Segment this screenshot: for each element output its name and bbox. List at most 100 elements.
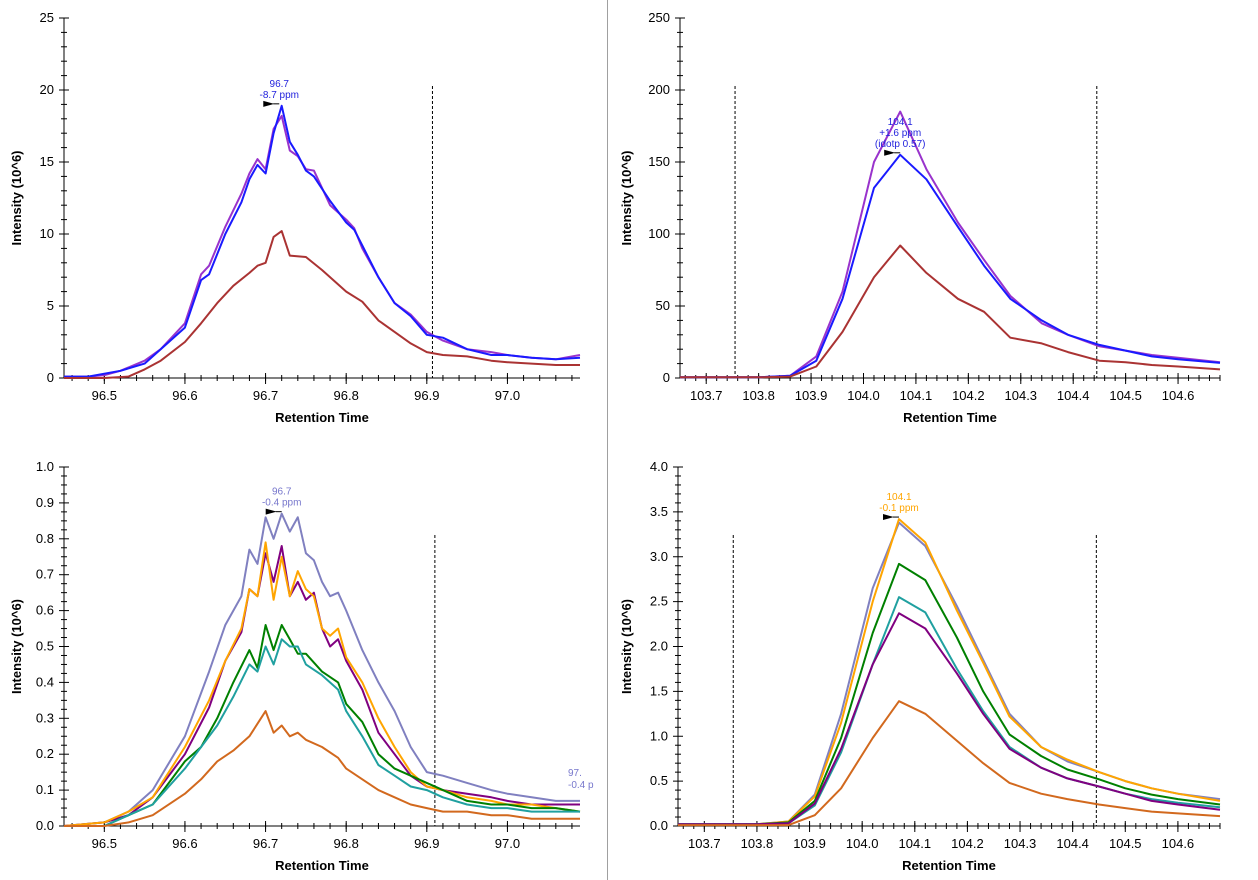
y-tick-label: 0.8 [36, 531, 54, 546]
y-tick-label: 2.0 [650, 639, 668, 654]
peak-annotation-line: 96.7 [270, 79, 290, 90]
y-tick-label: 0.0 [36, 818, 54, 833]
x-tick-label: 104.0 [846, 836, 879, 851]
y-tick-label: 10 [40, 226, 54, 241]
y-axis-title: Intensity (10^6) [9, 150, 24, 245]
y-tick-label: 150 [648, 154, 670, 169]
x-tick-label: 103.9 [793, 836, 826, 851]
x-tick-label: 96.9 [414, 836, 439, 851]
y-tick-label: 1.5 [650, 683, 668, 698]
series-line-series-1 [64, 114, 581, 378]
peak-annotation-line: 104.1 [886, 492, 911, 503]
x-tick-label: 104.1 [900, 388, 933, 403]
x-tick-label: 96.8 [334, 836, 359, 851]
x-tick-label: 103.9 [795, 388, 828, 403]
peak-annotation-2-line: -0.4 p [568, 780, 594, 791]
y-tick-label: 0.1 [36, 782, 54, 797]
series-line-series-2 [63, 545, 580, 827]
x-tick-label: 104.4 [1056, 836, 1089, 851]
y-tick-label: 0 [663, 370, 670, 385]
peak-marker-icon [883, 514, 895, 521]
y-tick-label: 15 [40, 154, 54, 169]
x-tick-label: 96.6 [172, 388, 197, 403]
peak-annotation-line: 104.1 [888, 117, 913, 128]
y-tick-label: 1.0 [36, 459, 54, 474]
y-tick-label: 200 [648, 82, 670, 97]
series-line-series-6 [64, 710, 580, 827]
peak-marker-icon [884, 149, 896, 156]
y-tick-label: 1.0 [650, 728, 668, 743]
y-axis-title: Intensity (10^6) [9, 599, 24, 694]
peak-annotation-line: +1.6 ppm [879, 128, 921, 139]
chart-top-left: 0 5 10 15 20 25 96.5 96.6 96.7 96.8 96.9 97.0 Retent… [9, 10, 581, 425]
y-axis-title: Intensity (10^6) [619, 599, 634, 694]
x-tick-label: 103.7 [690, 388, 723, 403]
y-tick-label: 250 [648, 10, 670, 25]
series-line-series-3 [64, 230, 580, 379]
x-tick-label: 104.3 [1004, 836, 1037, 851]
x-tick-label: 96.7 [253, 836, 278, 851]
x-tick-label: 104.4 [1057, 388, 1090, 403]
series-line-series-3 [63, 541, 581, 827]
x-tick-label: 103.8 [742, 388, 775, 403]
x-tick-label: 103.7 [688, 836, 721, 851]
series-line-series-1 [63, 512, 580, 827]
y-tick-label: 5 [47, 298, 54, 313]
peak-annotation-2-line: 97. [568, 768, 582, 779]
y-tick-label: 0.5 [36, 639, 54, 654]
y-tick-label: 50 [656, 298, 670, 313]
x-tick-label: 103.8 [741, 836, 774, 851]
peak-annotation-line: -8.7 ppm [260, 90, 299, 101]
series-line-series-2 [680, 153, 1221, 379]
x-tick-label: 104.3 [1005, 388, 1038, 403]
x-tick-label: 104.1 [899, 836, 932, 851]
y-tick-label: 2.5 [650, 594, 668, 609]
y-tick-label: 0 [47, 370, 54, 385]
x-tick-label: 96.5 [92, 836, 117, 851]
y-tick-label: 0.4 [36, 674, 54, 689]
peak-annotation-line: -0.4 ppm [262, 498, 301, 509]
series-line-series-1 [680, 110, 1221, 379]
y-tick-label: 25 [40, 10, 54, 25]
y-tick-label: 0.3 [36, 710, 54, 725]
peak-marker-icon [265, 508, 277, 515]
series-line-series-6 [678, 700, 1221, 827]
series-line-series-5 [678, 612, 1221, 826]
x-tick-label: 104.6 [1162, 388, 1195, 403]
y-tick-label: 0.9 [36, 495, 54, 510]
chart-bottom-right: 0.0 0.5 1.0 1.5 2.0 2.5 3.0 3.5 4.0 103.7 103.8 103… [619, 459, 1221, 873]
series-line-series-2 [678, 518, 1221, 826]
peak-annotation-line: 96.7 [272, 487, 292, 498]
series-line-series-4 [64, 624, 581, 827]
x-axis-title: Retention Time [902, 858, 996, 873]
series-line-series-5 [64, 638, 580, 827]
x-axis-title: Retention Time [275, 410, 369, 425]
x-tick-label: 96.6 [172, 836, 197, 851]
y-tick-label: 20 [40, 82, 54, 97]
x-tick-label: 97.0 [495, 388, 520, 403]
chart-top-right: 0 50 100 150 200 250 103.7 103.8 103.9 104.0 104.1… [619, 10, 1221, 425]
peak-annotation-line: (idotp 0.57) [875, 139, 926, 150]
y-tick-label: 3.5 [650, 504, 668, 519]
y-tick-label: 100 [648, 226, 670, 241]
y-axis-title: Intensity (10^6) [619, 150, 634, 245]
x-axis-title: Retention Time [903, 410, 997, 425]
x-tick-label: 104.6 [1162, 836, 1195, 851]
y-tick-label: 0.7 [36, 567, 54, 582]
series-line-series-1 [678, 521, 1221, 826]
y-tick-label: 0.0 [650, 818, 668, 833]
x-tick-label: 104.5 [1109, 388, 1142, 403]
y-tick-label: 0.6 [36, 603, 54, 618]
x-tick-label: 104.2 [952, 388, 985, 403]
chart-bottom-left: 0.0 0.1 0.2 0.3 0.4 0.5 0.6 0.7 0.8 0.9 1.0 96.5 96.… [9, 459, 594, 873]
x-tick-label: 97.0 [495, 836, 520, 851]
peak-marker-icon [263, 100, 275, 107]
series-line-series-2 [64, 104, 581, 378]
x-tick-label: 96.7 [253, 388, 278, 403]
series-line-series-3 [680, 244, 1221, 379]
y-tick-label: 4.0 [650, 459, 668, 474]
series-line-series-4 [678, 596, 1221, 826]
x-tick-label: 96.5 [92, 388, 117, 403]
x-tick-label: 104.2 [951, 836, 984, 851]
x-tick-label: 104.0 [847, 388, 880, 403]
